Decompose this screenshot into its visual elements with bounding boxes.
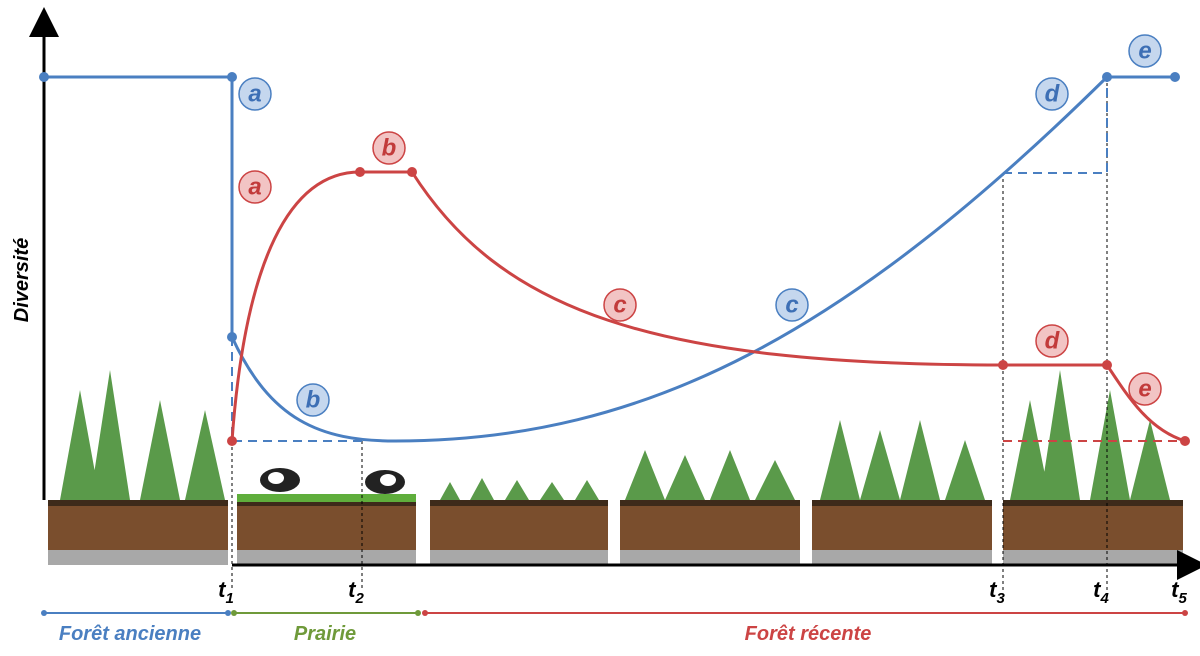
- time-base: t: [348, 577, 357, 602]
- time-label: t2: [348, 577, 364, 607]
- time-sub: 3: [996, 590, 1005, 607]
- time-label: t5: [1171, 577, 1187, 607]
- time-base: t: [1171, 577, 1180, 602]
- y-axis-label: Diversité: [11, 238, 33, 323]
- phase-label: Prairie: [294, 623, 356, 645]
- curve-label: a: [248, 80, 261, 107]
- time-sub: 2: [354, 590, 364, 607]
- time-label: t4: [1093, 577, 1109, 607]
- time-sub: 1: [225, 590, 233, 607]
- time-sub: 5: [1178, 590, 1187, 607]
- time-base: t: [989, 577, 998, 602]
- guides: [231, 77, 1108, 590]
- time-label: t1: [218, 577, 234, 607]
- curve-label: e: [1138, 37, 1151, 64]
- phase-label: Forêt ancienne: [59, 623, 201, 645]
- time-base: t: [218, 577, 227, 602]
- phase-label: Forêt récente: [745, 623, 872, 645]
- scenes: [48, 370, 1183, 565]
- label-badge: [775, 288, 809, 322]
- curve-label: e: [1138, 375, 1151, 402]
- label-badge: [296, 383, 330, 417]
- curve-label: d: [1045, 80, 1061, 107]
- curve-label: b: [382, 134, 397, 161]
- label-badge: [603, 288, 637, 322]
- label-badge: [238, 170, 272, 204]
- label-badge: [238, 77, 272, 111]
- time-base: t: [1093, 577, 1102, 602]
- time-sub: 4: [1099, 590, 1109, 607]
- curve-label: c: [613, 291, 626, 318]
- blue-curve: [44, 75, 1175, 443]
- label-badge: [1035, 77, 1069, 111]
- curve-label: a: [248, 173, 261, 200]
- red-curve: [230, 170, 1186, 443]
- label-badge: [1128, 372, 1162, 406]
- label-badge: [1128, 34, 1162, 68]
- curve-label: b: [306, 386, 321, 413]
- time-label: t3: [989, 577, 1005, 607]
- label-badge: [372, 131, 406, 165]
- label-badge: [1035, 324, 1069, 358]
- curve-label: c: [785, 291, 798, 318]
- curve-label: d: [1045, 327, 1061, 354]
